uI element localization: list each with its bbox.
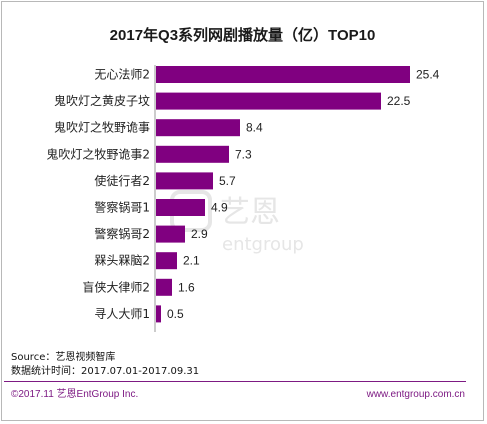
bar [156,252,177,270]
entgroup-watermark: 艺恩 entgroup [170,190,304,255]
category-label: 警察锅哥2 [94,226,150,241]
footer-website: www.entgroup.com.cn [366,389,465,400]
bar [156,278,172,296]
bar [156,305,161,323]
bar [156,199,205,216]
value-label: 0.5 [167,307,184,321]
value-label: 8.4 [246,121,263,135]
watermark-cn: 艺恩 [220,195,280,230]
data-period-line: 数据统计时间：2017.07.01-2017.09.31 [11,366,200,377]
value-label: 22.5 [387,94,411,108]
footer-copyright: ©2017.11 艺恩EntGroup Inc. [11,389,139,400]
category-label: 寻人大师1 [94,307,150,321]
category-label: 鬼吹灯之牧野诡事 [54,120,150,135]
bar [156,145,229,163]
category-label: 盲侠大律师2 [82,279,150,294]
value-label: 2.1 [183,254,200,268]
bar [156,172,213,190]
bars-group: 无心法师2 25.4 鬼吹灯之黄皮子坟 22.5 鬼吹灯之牧野诡事 8.4 鬼吹灯之牧野诡事… [46,66,440,323]
bar [156,225,185,243]
bar [156,66,410,83]
category-label: 无心法师2 [94,68,150,82]
bar [156,119,240,137]
value-label: 25.4 [416,68,440,82]
watermark-en: entgroup [222,234,304,255]
category-label: 槑头槑脑2 [94,254,150,268]
footer-divider [4,381,466,382]
bar [156,92,381,110]
value-label: 1.6 [178,280,195,294]
value-label: 2.9 [191,227,208,241]
category-label: 使徒行者2 [94,173,150,188]
source-line: Source：艺恩视频智库 [11,352,116,363]
category-label: 鬼吹灯之黄皮子坟 [54,93,150,108]
value-label: 7.3 [235,147,252,161]
chart-title: 2017年Q3系列网剧播放量（亿）TOP10 [109,27,376,44]
category-label: 警察锅哥1 [94,200,150,215]
value-label: 4.9 [211,201,228,215]
value-label: 5.7 [219,174,236,188]
category-label: 鬼吹灯之牧野诡事2 [46,146,150,161]
